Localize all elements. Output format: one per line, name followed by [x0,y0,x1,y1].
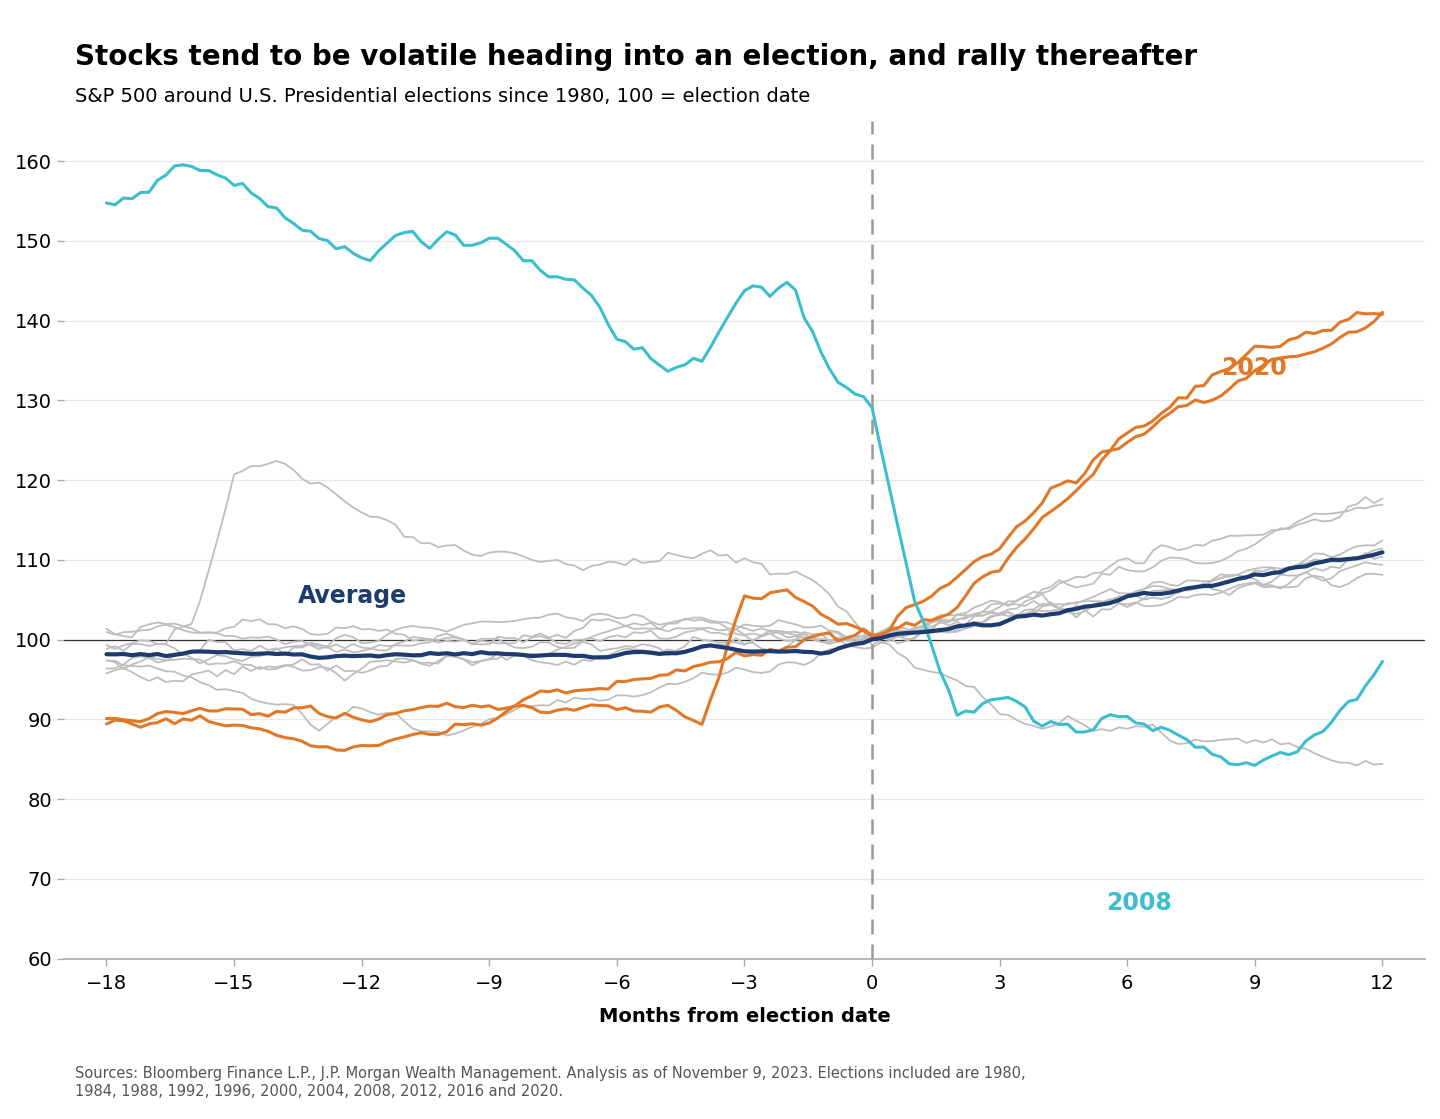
X-axis label: Months from election date: Months from election date [599,1007,890,1026]
Text: Average: Average [298,584,408,608]
Text: Stocks tend to be volatile heading into an election, and rally thereafter: Stocks tend to be volatile heading into … [75,43,1197,70]
Text: S&P 500 around U.S. Presidential elections since 1980, 100 = election date: S&P 500 around U.S. Presidential electio… [75,87,811,106]
Text: 2020: 2020 [1221,357,1286,380]
Text: Sources: Bloomberg Finance L.P., J.P. Morgan Wealth Management. Analysis as of N: Sources: Bloomberg Finance L.P., J.P. Mo… [75,1066,1025,1099]
Text: 2008: 2008 [1106,891,1172,914]
